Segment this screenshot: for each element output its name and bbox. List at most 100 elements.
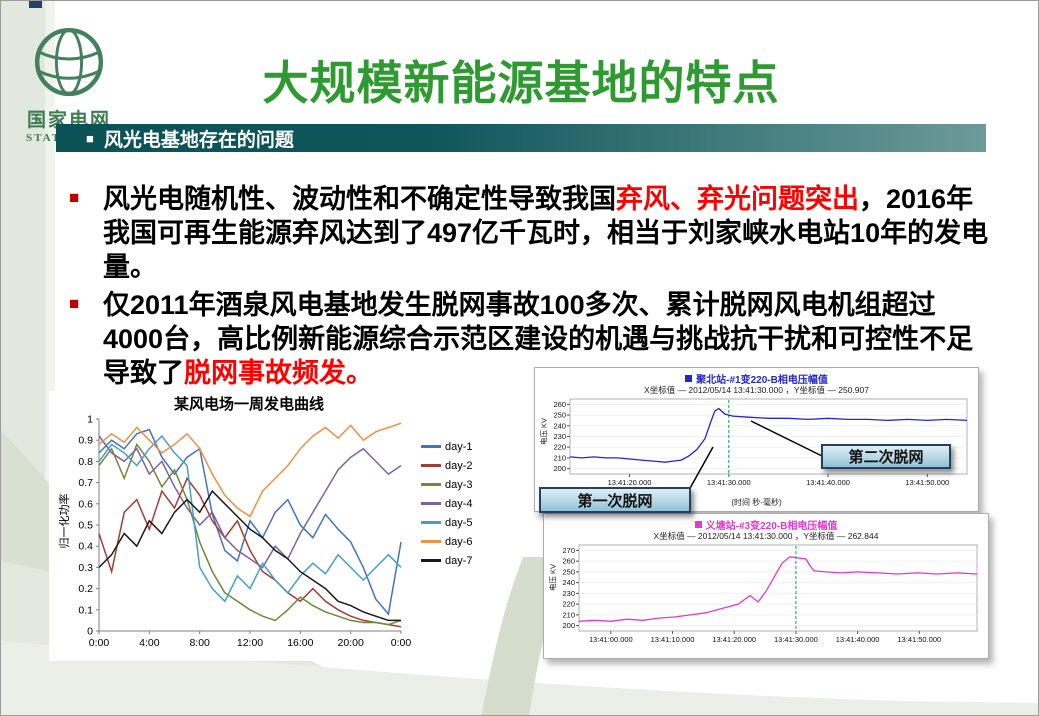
wind-y-tick: 0 — [87, 626, 93, 638]
scope-y-tick: 210 — [562, 610, 575, 619]
series-day-1 — [98, 428, 402, 616]
oscillogram-2-coords: X坐标值 — 2012/05/14 13:41:30.000 ，Y坐标值 — 2… — [653, 531, 879, 541]
legend-item-day-4: day-4 — [421, 494, 483, 513]
scope-y-tick: 200 — [553, 464, 566, 473]
legend-swatch-icon — [421, 559, 441, 562]
legend-swatch-icon — [421, 483, 441, 486]
series-day-5 — [98, 434, 402, 603]
chart-legend: day-1 day-2 day-3 day-4 day-5 day-6 day-7 — [421, 437, 483, 570]
legend-label: day-7 — [445, 554, 473, 567]
legend-label: day-2 — [445, 459, 473, 472]
wind-y-tick: 0.3 — [78, 562, 93, 574]
section-label: 风光电基地存在的问题 — [103, 129, 294, 151]
scope-x-tick: 13:41:00.000 — [589, 635, 633, 644]
legend-item-day-2: day-2 — [421, 456, 483, 475]
scope-y-tick: 210 — [553, 453, 566, 462]
scope-y-tick: 260 — [562, 557, 575, 566]
scope-x-tick: 13:41:20.000 — [608, 478, 652, 487]
wind-y-tick: 0.6 — [78, 498, 93, 510]
scope-x-tick: 13:41:30.000 — [774, 635, 818, 644]
oscillogram-1-header: 聚北站-#1变220-B相电压幅值 — [535, 371, 978, 386]
legend-swatch-icon — [421, 502, 441, 505]
scope-x-tick: 13:41:40.000 — [836, 635, 880, 644]
oscillogram-1-legend: 聚北站-#1变220-B相电压幅值 — [696, 375, 828, 386]
bullet-item: ■ 仅2011年酒泉风电基地发生脱网事故100多次、累计脱网风电机组超过4000台… — [69, 289, 989, 390]
scope-y-tick: 220 — [553, 443, 566, 452]
legend-item-day-6: day-6 — [421, 532, 483, 551]
wind-y-tick: 0.5 — [78, 520, 93, 532]
scope-x-tick: 13:41:40.000 — [806, 478, 850, 487]
bullet-text: 风光电随机性、波动性和不确定性导致我国弃风、弃光问题突出，2016年我国可再生能… — [103, 184, 989, 282]
oscillogram-1-coords: X坐标值 — 2012/05/14 13:41:30.000 ，Y坐标值 — 2… — [644, 385, 869, 395]
wind-y-tick: 1 — [87, 414, 93, 426]
wind-y-tick: 0.1 — [78, 604, 93, 616]
scope-y-tick: 230 — [553, 432, 566, 441]
legend-label: day-5 — [445, 516, 473, 529]
legend-label: day-1 — [445, 440, 473, 453]
bullet-marker-icon: ■ — [69, 294, 80, 314]
legend-item-day-7: day-7 — [421, 551, 483, 570]
wind-x-tick: 4:00 — [139, 637, 160, 649]
legend-item-day-3: day-3 — [421, 475, 483, 494]
wind-x-tick: 0:00 — [391, 637, 412, 649]
scope-y-tick: 240 — [553, 421, 566, 430]
wind-y-tick: 0.2 — [78, 583, 93, 595]
wind-x-tick: 12:00 — [237, 637, 263, 649]
wind-x-tick: 16:00 — [287, 637, 313, 649]
bullet-list: ■ 风光电随机性、波动性和不确定性导致我国弃风、弃光问题突出，2016年我国可再生… — [69, 183, 989, 396]
scope-y-tick: 260 — [553, 400, 566, 409]
legend-label: day-6 — [445, 535, 473, 548]
legend-swatch-icon — [685, 375, 693, 382]
legend-label: day-4 — [445, 497, 473, 510]
legend-swatch-icon — [421, 445, 441, 448]
legend-item-day-1: day-1 — [421, 437, 483, 456]
scope-y-tick: 240 — [562, 578, 575, 587]
scope-x-tick: 13:41:10.000 — [651, 635, 695, 644]
oscillogram-panel-2: 义塘站-#3变220-B相电压幅值 X坐标值 — 2012/05/14 13:4… — [543, 513, 989, 659]
oscillogram-2-legend: 义塘站-#3变220-B相电压幅值 — [705, 521, 838, 532]
legend-swatch-icon — [421, 521, 441, 524]
scope-y-tick: 270 — [562, 546, 575, 555]
callout-first-trip: 第一次脱网 — [539, 487, 691, 513]
legend-swatch-icon — [694, 521, 702, 528]
state-grid-logo-icon — [34, 27, 104, 97]
section-banner: ■ 风光电基地存在的问题 — [56, 124, 986, 152]
voltage-trace — [569, 407, 968, 463]
bullet-marker-icon: ■ — [69, 188, 80, 207]
slide-title: 大规模新能源基地的特点 — [262, 57, 780, 109]
wind-x-tick: 20:00 — [338, 637, 364, 649]
scope-x-tick: 13:41:50.000 — [897, 635, 941, 644]
scope-y-tick: 250 — [553, 411, 566, 420]
scope-x-tick: 13:41:20.000 — [712, 635, 756, 644]
wind-x-tick: 8:00 — [189, 637, 210, 649]
wind-x-tick: 0:00 — [89, 637, 110, 649]
legend-swatch-icon — [421, 464, 441, 467]
wind-y-tick: 0.7 — [78, 477, 93, 489]
wind-y-tick: 0.9 — [78, 435, 93, 447]
callout-second-trip: 第二次脱网 — [821, 444, 951, 469]
scope-x-tick: 13:41:50.000 — [905, 478, 949, 487]
series-day-6 — [98, 422, 402, 518]
oscillogram-1-xlabel: (时间 秒-毫秒) — [731, 498, 782, 507]
legend-label: day-3 — [445, 478, 473, 491]
scope-x-tick: 13:41:30.000 — [707, 478, 751, 487]
scope-y-tick: 230 — [562, 589, 575, 598]
chart-title: 某风电场一周发电曲线 — [173, 396, 324, 413]
scope-y-tick: 250 — [562, 567, 575, 576]
bullet-text: 仅2011年酒泉风电基地发生脱网事故100多次、累计脱网风电机组超过4000台，… — [103, 290, 974, 388]
series-day-7 — [98, 489, 401, 622]
series-day-4 — [98, 435, 402, 569]
wind-y-tick: 0.4 — [78, 541, 93, 553]
voltage-trace — [578, 556, 978, 622]
series-day-2 — [98, 476, 402, 628]
legend-swatch-icon — [421, 540, 441, 543]
wind-y-tick: 0.8 — [78, 456, 93, 468]
legend-item-day-5: day-5 — [421, 513, 483, 532]
wind-farm-chart: 某风电场一周发电曲线 归一化功率 0 0.1 0.2 0.3 0.4 0.5 0.6 0.7 0… — [49, 391, 485, 661]
banner-bullet-icon: ■ — [86, 130, 94, 146]
wind-chart-plot: 0 0.1 0.2 0.3 0.4 0.5 0.6 0.7 0.8 0.9 1 0:00 4:00 8:0… — [78, 414, 412, 650]
bullet-item: ■ 风光电随机性、波动性和不确定性导致我国弃风、弃光问题突出，2016年我国可再生… — [69, 183, 989, 284]
